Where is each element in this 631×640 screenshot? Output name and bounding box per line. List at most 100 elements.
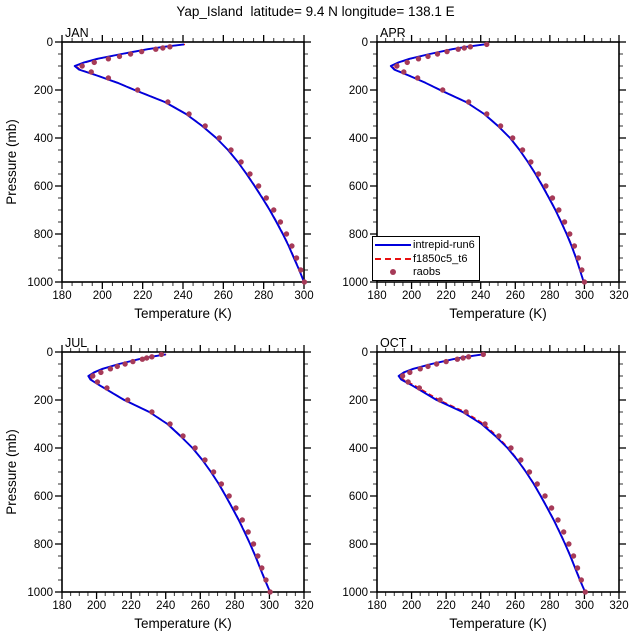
raobs-dot (496, 433, 502, 439)
y-tick-label: 600 (34, 491, 53, 503)
y-tick-label: 200 (34, 85, 53, 97)
figure-title: Yap_Island latitude= 9.4 N longitude= 13… (176, 4, 455, 19)
raobs-dot (581, 279, 588, 285)
y-tick-label: 0 (47, 37, 53, 49)
panel-month-label: JAN (65, 26, 89, 40)
y-tick-label: 200 (34, 395, 53, 407)
raobs-dot (130, 358, 136, 365)
intrepid-run6-line (87, 353, 271, 593)
y-tick-label: 1000 (27, 587, 53, 599)
legend-item-f1850c5-t6: f1850c5_t6 (375, 252, 478, 265)
raobs-dot (542, 493, 548, 499)
raobs-dot (263, 577, 269, 583)
raobs-dot (461, 45, 467, 51)
raobs-dot (255, 183, 262, 189)
y-axis-title: Pressure (mb) (4, 429, 19, 515)
raobs-dot (518, 457, 524, 463)
y-tick-label: 800 (34, 229, 53, 241)
legend-label: raobs (413, 266, 441, 278)
raobs-dot (88, 69, 94, 75)
x-tick-label: 260 (214, 290, 233, 302)
y-tick-label: 0 (362, 37, 368, 49)
raobs-dot (202, 457, 208, 463)
raobs-dot (107, 366, 114, 372)
raobs-dot (455, 46, 461, 52)
raobs-dot (293, 255, 300, 261)
panel-month-label: OCT (380, 336, 407, 350)
raobs-dot (289, 243, 295, 249)
x-tick-label: 220 (437, 290, 456, 302)
x-tick-label: 280 (540, 290, 559, 302)
raobs-dot (549, 195, 556, 201)
raobs-dot (255, 553, 261, 559)
raobs-dot (216, 135, 222, 141)
raobs-dot (526, 469, 533, 475)
dot-sample-icon (375, 269, 411, 275)
raobs-dot (226, 493, 232, 499)
x-tick-label: 280 (254, 290, 273, 302)
x-tick-label: 320 (294, 600, 313, 612)
y-tick-label: 1000 (342, 277, 368, 289)
raobs-dot (399, 373, 406, 379)
raobs-dot (460, 355, 466, 361)
x-tick-label: 240 (471, 290, 490, 302)
raobs-dot (105, 75, 112, 81)
raobs-dot (277, 219, 284, 225)
x-tick-label: 220 (122, 600, 141, 612)
raobs-dot (465, 99, 472, 105)
raobs-dot (561, 219, 568, 225)
x-axis-title: Temperature (K) (449, 306, 547, 321)
intrepid-run6-line (73, 43, 305, 283)
jul-panel: 180 200 220 240 260 280 300 320 0 200 400 600 800 100… (4, 336, 314, 631)
x-tick-label: 300 (260, 600, 279, 612)
y-tick-label: 400 (34, 443, 53, 455)
raobs-dot (543, 183, 549, 189)
x-tick-label: 240 (173, 290, 192, 302)
y-tick-label: 1000 (27, 277, 53, 289)
y-tick-label: 600 (34, 181, 53, 193)
raobs-dot (90, 373, 96, 379)
y-tick-label: 400 (349, 133, 368, 145)
raobs-dot (160, 45, 166, 51)
raobs-dot (560, 529, 567, 535)
raobs-dot (437, 397, 443, 403)
x-tick-label: 220 (437, 600, 456, 612)
x-axis-title: Temperature (K) (134, 616, 232, 631)
y-tick-label: 800 (349, 229, 368, 241)
raobs-dot (425, 53, 431, 60)
y-tick-label: 800 (34, 539, 53, 551)
raobs-dot (167, 421, 173, 427)
raobs-dot (425, 363, 431, 370)
x-tick-label: 180 (52, 600, 71, 612)
raobs-dot (245, 529, 251, 535)
raobs-dot (192, 445, 198, 451)
oct-panel: 180 200 220 240 260 280 300 320 0 200 400 600 800 100… (342, 336, 628, 631)
raobs-dot (415, 56, 422, 62)
y-tick-label: 0 (362, 347, 368, 359)
raobs-dot (104, 385, 110, 391)
raobs-dot (153, 46, 159, 52)
intrepid-run6-line (397, 353, 586, 593)
x-tick-label: 180 (367, 600, 386, 612)
legend-item-intrepid-run6: intrepid-run6 (375, 239, 478, 252)
raobs-dot (465, 354, 472, 360)
raobs-dot (405, 379, 411, 385)
solid-line-sample-icon (375, 244, 411, 246)
raobs-dot (509, 135, 516, 141)
x-tick-label: 300 (575, 290, 594, 302)
raobs-dot (548, 505, 555, 511)
raobs-dot (298, 267, 304, 273)
raobs-dot (579, 267, 585, 273)
raobs-dot (414, 75, 421, 81)
x-tick-label: 180 (52, 290, 71, 302)
legend-box: intrepid-run6 f1850c5_t6 raobs (372, 236, 480, 281)
f1850c5_t6-line (88, 353, 271, 593)
raobs-dot (433, 361, 440, 367)
raobs-dot (434, 51, 441, 57)
y-axis-title: Pressure (mb) (4, 119, 19, 205)
y-tick-label: 800 (349, 539, 368, 551)
legend-item-raobs: raobs (375, 266, 478, 279)
raobs-dot (263, 195, 269, 201)
